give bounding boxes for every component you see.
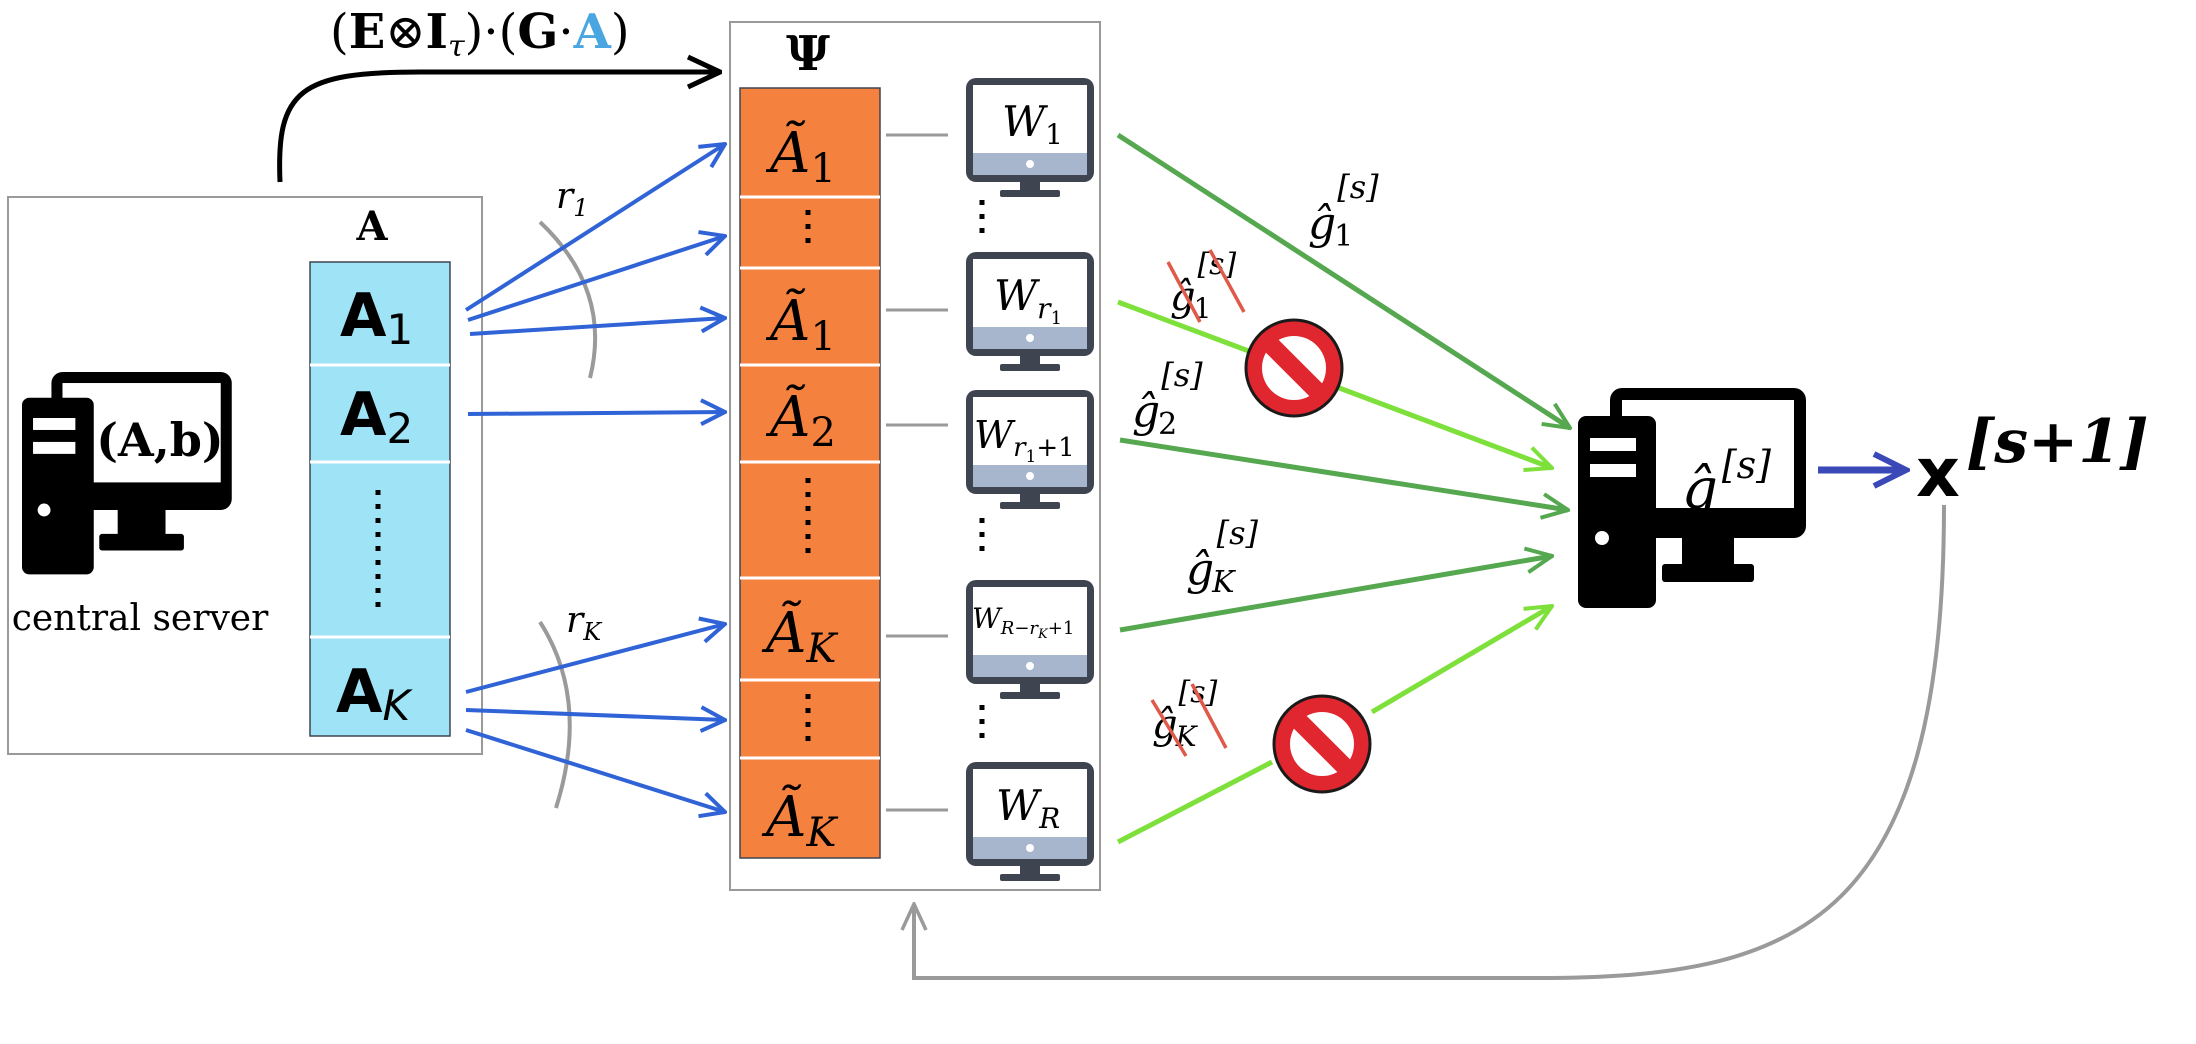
stop-sign-icon: [1274, 696, 1370, 792]
encoded-block-2: Ã1: [765, 288, 836, 360]
gradient-label-2: ĝ2[s]: [1132, 356, 1203, 442]
aggregated-gradient-label: ĝ [s]: [1682, 443, 1771, 522]
encoded-block-4: ÃK: [761, 600, 838, 672]
encoded-block-1: Ã1: [765, 120, 836, 192]
server-data-label: (A,b): [96, 413, 223, 467]
matrix-block-a1: A1: [340, 281, 413, 354]
next-iterate-label: x [s+1]: [1916, 407, 2148, 513]
encoded-block-5: ÃK: [761, 784, 838, 856]
matrix-block-ak: AK: [336, 657, 413, 730]
worker-label-4: WR−rK+1: [972, 602, 1074, 642]
rk-bracket: [538, 620, 572, 809]
psi-label: Ψ: [786, 26, 830, 82]
worker-label-5: WR: [996, 781, 1060, 835]
svg-text:ĝ1[s]: ĝ1[s]: [1170, 247, 1237, 325]
gradient-label-1: ĝ1[s]: [1308, 168, 1379, 254]
r1-label: r1: [556, 176, 589, 222]
matrix-block-a2: A2: [340, 380, 413, 453]
cross-out-line: [1150, 699, 1188, 757]
worker-label-3: Wr1+1: [974, 413, 1075, 467]
r1-bracket: [538, 220, 598, 379]
central-server-label: central server: [12, 598, 269, 639]
feedback-loop-arrow: [914, 504, 1946, 980]
server-computer-icon: [22, 372, 232, 575]
central-server-panel: (A,b) central server A A1 A2 AK: [7, 196, 483, 755]
gradient-label-stale-1: ĝ1[s]: [1166, 247, 1246, 325]
cross-out-line: [1166, 261, 1202, 323]
encoded-block-3: Ã2: [765, 384, 836, 456]
distribution-arrows: [464, 144, 725, 812]
gradient-label-stale-k: ĝK[s]: [1150, 675, 1228, 757]
encoding-formula: (E⊗Iτ)·(G·A): [330, 4, 630, 64]
stop-sign-icon: [1246, 320, 1342, 416]
cross-out-line: [1190, 683, 1228, 749]
encoding-arrow: [277, 72, 720, 183]
data-matrix-partitions: A1 A2 AK: [309, 261, 451, 737]
cross-out-line: [1208, 249, 1246, 313]
rk-label: rK: [566, 600, 603, 646]
matrix-a-label: A: [355, 203, 388, 250]
worker-label-1: W1: [1002, 97, 1063, 151]
worker-monitor-icon: [966, 580, 1094, 699]
encoded-matrix-panel: Ψ Ã1 Ã1 Ã2 ÃK ÃK: [729, 21, 1101, 891]
worker-label-2: Wr1: [994, 271, 1062, 329]
gradient-label-k: ĝK[s]: [1186, 514, 1259, 600]
gradient-arrows: [1116, 132, 1570, 845]
